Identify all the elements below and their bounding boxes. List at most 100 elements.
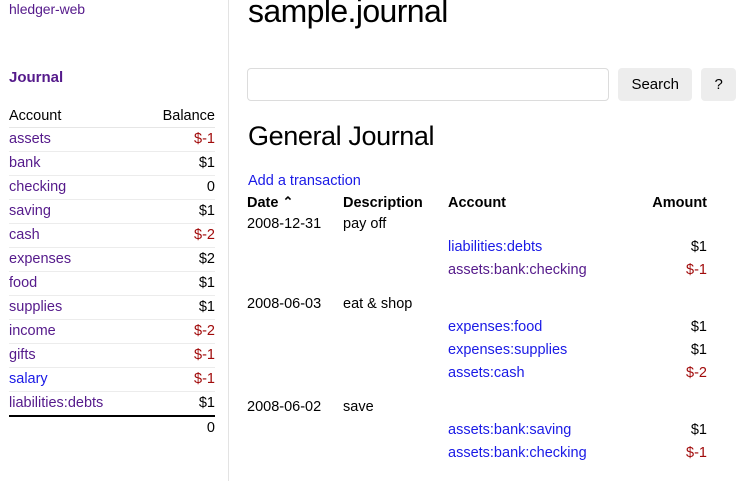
account-balance: $-1 — [141, 343, 215, 368]
sidebar-title-journal[interactable]: Journal — [9, 69, 64, 86]
account-name-cell: supplies — [9, 295, 142, 320]
column-header-account: Account — [448, 195, 506, 211]
account-row: cash $-2 — [9, 223, 215, 248]
account-link-bank[interactable]: bank — [9, 155, 41, 171]
accounts-table-body: assets $-1 bank $1 checking 0 saving $1 cash $-2 e… — [9, 127, 215, 440]
transaction-spacer — [247, 385, 723, 396]
sort-ascending-icon: ⌃ — [282, 194, 294, 209]
account-link-salary[interactable]: salary — [9, 371, 48, 387]
account-link-income[interactable]: income — [9, 323, 56, 339]
account-link-supplies[interactable]: supplies — [9, 299, 63, 315]
account-link-expenses[interactable]: expenses — [9, 251, 72, 267]
posting-date-spacer — [247, 316, 343, 339]
account-link-liabilities-debts[interactable]: liabilities:debts — [9, 395, 104, 411]
accounts-table: Account Balance assets $-1 bank $1 checking 0… — [9, 107, 215, 440]
account-total-balance: 0 — [141, 415, 215, 440]
posting-amount: $-2 — [686, 365, 707, 381]
posting-account-link[interactable]: expenses:food — [448, 319, 543, 335]
posting-account-link[interactable]: liabilities:debts — [448, 239, 543, 255]
posting-account-cell: expenses:supplies — [448, 339, 628, 362]
account-row: supplies $1 — [9, 295, 215, 320]
account-balance: $1 — [141, 271, 215, 296]
column-header-amount: Amount — [652, 195, 707, 211]
brand-link[interactable]: hledger-web — [9, 1, 85, 17]
transaction-amount-spacer — [628, 293, 723, 316]
account-balance: $-2 — [141, 319, 215, 344]
posting-account-cell: assets:bank:checking — [448, 259, 628, 282]
transaction-row: 2008-12-31 pay off — [247, 213, 723, 236]
account-link-food[interactable]: food — [9, 275, 38, 291]
posting-amount: $1 — [690, 342, 707, 358]
transaction-date: 2008-06-03 — [247, 296, 322, 312]
posting-account-link[interactable]: assets:bank:checking — [448, 445, 587, 461]
posting-account-cell: assets:bank:checking — [448, 442, 628, 465]
transaction-row: 2008-06-03 eat & shop — [247, 293, 723, 316]
sidebar: hledger-web Journal Account Balance asse… — [0, 0, 229, 481]
journal-table: Date ⌃ Description Account Amount 2008-12… — [247, 195, 723, 465]
posting-date-spacer — [247, 339, 343, 362]
transaction-amount-spacer — [628, 213, 723, 236]
help-button[interactable]: ? — [701, 68, 736, 101]
posting-row: expenses:food $1 — [247, 316, 723, 339]
account-link-cash[interactable]: cash — [9, 227, 40, 243]
transaction-date: 2008-12-31 — [247, 216, 322, 232]
transaction-account-spacer — [448, 396, 628, 419]
posting-date-spacer — [247, 259, 343, 282]
transaction-account-spacer — [448, 213, 628, 236]
posting-description-spacer — [343, 339, 448, 362]
posting-date-spacer — [247, 442, 343, 465]
posting-account-cell: assets:cash — [448, 362, 628, 385]
account-balance: 0 — [141, 175, 215, 200]
column-header-date[interactable]: Date ⌃ — [247, 195, 343, 213]
account-row: income $-2 — [9, 319, 215, 344]
posting-amount: $1 — [690, 319, 707, 335]
account-balance: $1 — [141, 199, 215, 224]
posting-account-link[interactable]: assets:bank:checking — [448, 262, 587, 278]
account-balance: $1 — [141, 151, 215, 176]
posting-date-spacer — [247, 236, 343, 259]
account-row: food $1 — [9, 271, 215, 296]
posting-row: expenses:supplies $1 — [247, 339, 723, 362]
main-content: sample.journal Search ? General Journal … — [230, 0, 742, 481]
search-button[interactable]: Search — [618, 68, 692, 101]
column-header-account: Account — [9, 107, 142, 128]
account-balance: $1 — [141, 295, 215, 320]
posting-description-spacer — [343, 362, 448, 385]
column-header-balance: Balance — [141, 107, 215, 128]
section-title: General Journal — [248, 121, 435, 151]
posting-row: assets:bank:checking $-1 — [247, 259, 723, 282]
posting-row: assets:bank:saving $1 — [247, 419, 723, 442]
posting-description-spacer — [343, 236, 448, 259]
posting-account-link[interactable]: expenses:supplies — [448, 342, 568, 358]
posting-row: assets:cash $-2 — [247, 362, 723, 385]
transaction-amount-spacer — [628, 396, 723, 419]
account-name-cell: bank — [9, 151, 142, 176]
account-name-cell: saving — [9, 199, 142, 224]
posting-date-spacer — [247, 419, 343, 442]
account-balance: $2 — [141, 247, 215, 272]
search-input[interactable] — [247, 68, 609, 101]
column-header-description: Description — [343, 195, 423, 211]
account-name-cell: expenses — [9, 247, 142, 272]
account-name-cell: liabilities:debts — [9, 391, 142, 417]
account-link-gifts[interactable]: gifts — [9, 347, 36, 363]
posting-amount: $-1 — [686, 262, 707, 278]
posting-account-link[interactable]: assets:bank:saving — [448, 422, 572, 438]
account-row: gifts $-1 — [9, 343, 215, 368]
posting-description-spacer — [343, 419, 448, 442]
account-balance: $-2 — [141, 223, 215, 248]
account-link-checking[interactable]: checking — [9, 179, 67, 195]
journal-table-header: Date ⌃ Description Account Amount — [247, 195, 723, 213]
account-row: liabilities:debts $1 — [9, 391, 215, 417]
posting-amount: $1 — [690, 422, 707, 438]
posting-description-spacer — [343, 442, 448, 465]
account-link-assets[interactable]: assets — [9, 131, 51, 147]
add-transaction-link[interactable]: Add a transaction — [248, 173, 361, 189]
account-row: checking 0 — [9, 175, 215, 200]
account-name-cell: salary — [9, 367, 142, 392]
account-link-saving[interactable]: saving — [9, 203, 51, 219]
column-header-date-label: Date — [247, 195, 279, 211]
posting-account-link[interactable]: assets:cash — [448, 365, 525, 381]
posting-description-spacer — [343, 259, 448, 282]
